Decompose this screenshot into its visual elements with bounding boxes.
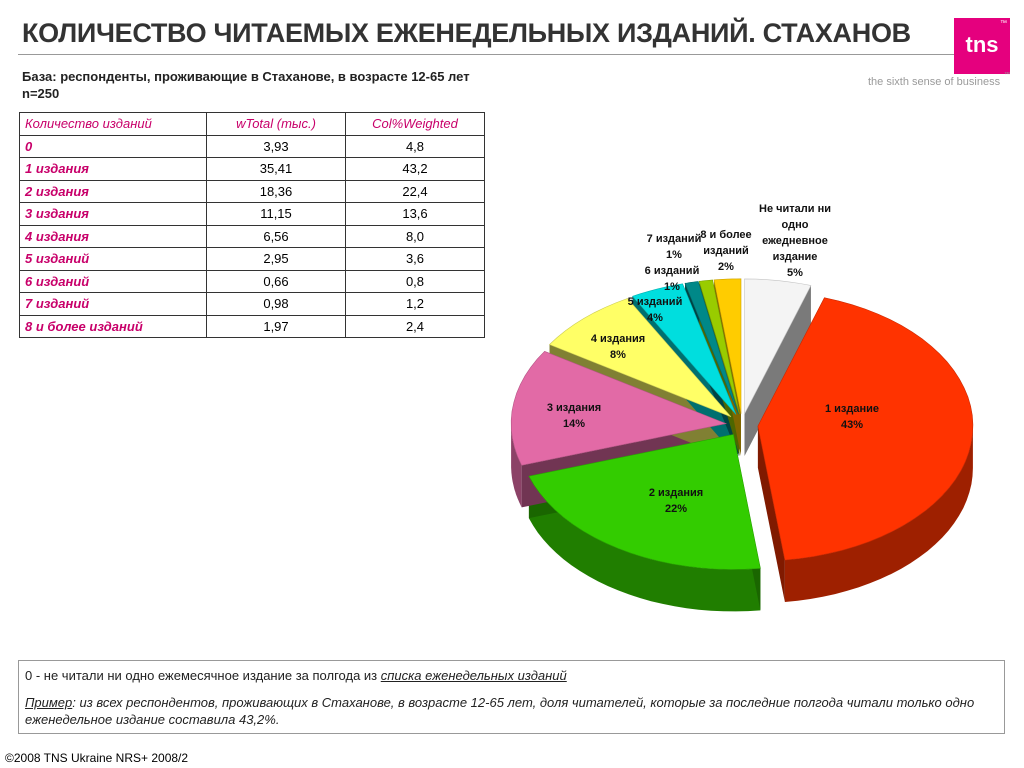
pie-slice	[744, 278, 812, 415]
base-description: База: респонденты, проживающие в Стахано…	[22, 68, 470, 102]
pie-slice-side	[528, 476, 761, 612]
pie-slice-edge	[744, 285, 811, 456]
table-cell: 0	[19, 134, 207, 158]
table-cell: 6 изданий	[19, 269, 207, 293]
pie-slice-label: 6 изданий 1%	[645, 265, 700, 293]
table-row: 0 3,93 4,8	[19, 134, 485, 158]
pie-slice	[548, 298, 732, 418]
table-cell: 1,97	[206, 314, 346, 338]
table-cell: 13,6	[345, 202, 485, 226]
table-row: 7 изданий 0,98 1,2	[19, 292, 485, 316]
table-header: Количество изданий wTotal (тыс.) Col%Weigh…	[19, 112, 485, 136]
table-cell: 8 и более изданий	[19, 314, 207, 338]
pie-slice	[713, 278, 742, 414]
pie-slice	[510, 350, 728, 466]
example-label: Пример	[25, 695, 73, 710]
table-cell: 22,4	[345, 179, 485, 203]
table-row: 6 изданий 0,66 0,8	[19, 269, 485, 293]
note-zero-definition: 0 - не читали ни одно ежемесячное издани…	[25, 668, 567, 683]
table-row: 8 и более изданий 1,97 2,4	[19, 314, 485, 338]
pie-slice	[757, 297, 974, 561]
pie-slice	[698, 279, 740, 414]
example-text: : из всех респондентов, проживающих в Ст…	[25, 695, 975, 727]
note-example: Пример: из всех респондентов, проживающи…	[25, 694, 990, 728]
pie-slice-label: 7 изданий 1%	[647, 233, 702, 261]
table-cell: 4,8	[345, 134, 485, 158]
table-cell: 1 издания	[19, 157, 207, 181]
table-cell: 4 издания	[19, 224, 207, 248]
header-cell: wTotal (тыс.)	[206, 112, 346, 136]
table-cell: 2,95	[206, 247, 346, 271]
tns-logo: tns ™	[954, 18, 1010, 74]
pie-slice-label: 5 изданий 4%	[628, 296, 683, 324]
table-cell: 0,8	[345, 269, 485, 293]
logo-text: tns	[965, 32, 999, 57]
table-cell: 0,66	[206, 269, 346, 293]
header-cell: Col%Weighted	[345, 112, 485, 136]
weekly-list-link[interactable]: списка еженедельных изданий	[380, 668, 567, 683]
pie-chart: Не читали ни одно ежедневное издание 5% 1 изд…	[510, 203, 974, 612]
title-divider	[18, 54, 1003, 55]
pie-slice-side	[784, 426, 973, 602]
pie-slice-label: 3 издания 14%	[547, 402, 601, 430]
pie-slice-edge	[757, 426, 785, 602]
table-cell: 8,0	[345, 224, 485, 248]
sample-size: n=250	[22, 86, 60, 101]
pie-slice-label: 2 издания 22%	[649, 487, 703, 515]
header-cell: Количество изданий	[19, 112, 207, 136]
table-cell: 35,41	[206, 157, 346, 181]
table-row: 2 издания 18,36 22,4	[19, 179, 485, 203]
data-table: Количество изданий wTotal (тыс.) Col%Weigh…	[19, 112, 485, 338]
table-cell: 43,2	[345, 157, 485, 181]
table-cell: 18,36	[206, 179, 346, 203]
footer-copyright: ©2008 TNS Ukraine NRS+ 2008/2	[5, 751, 189, 765]
table-cell: 11,15	[206, 202, 346, 226]
pie-slice	[631, 283, 737, 415]
notes-box: 0 - не читали ни одно ежемесячное издани…	[18, 660, 1005, 734]
table-row: 4 издания 6,56 8,0	[19, 224, 485, 248]
pie-slice-label: 8 и более изданий 2%	[700, 229, 751, 273]
pie-slice	[684, 281, 739, 415]
pie-slice-label: 4 издания 8%	[591, 333, 645, 361]
pie-slice-label: Не читали ни одно ежедневное издание 5%	[759, 203, 831, 279]
tagline-trademark: ™	[1004, 72, 1010, 78]
note-zero-text: 0 - не читали ни одно ежемесячное издани…	[25, 668, 381, 683]
table-row: 5 изданий 2,95 3,6	[19, 247, 485, 271]
page-title: КОЛИЧЕСТВО ЧИТАЕМЫХ ЕЖЕНЕДЕЛЬНЫХ ИЗДАНИЙ…	[22, 18, 911, 48]
table-cell: 2 издания	[19, 179, 207, 203]
table-cell: 3,6	[345, 247, 485, 271]
table-cell: 6,56	[206, 224, 346, 248]
logo-tagline: the sixth sense of business	[868, 76, 1001, 88]
table-cell: 0,98	[206, 292, 346, 316]
table-cell: 5 изданий	[19, 247, 207, 271]
pie-slice-label: 1 издание 43%	[825, 403, 879, 431]
table-row: 1 издания 35,41 43,2	[19, 157, 485, 181]
base-line: База: респонденты, проживающие в Стахано…	[22, 69, 470, 84]
table-cell: 3 издания	[19, 202, 207, 226]
table-cell: 3,93	[206, 134, 346, 158]
table-row: 3 издания 11,15 13,6	[19, 202, 485, 226]
table-cell: 1,2	[345, 292, 485, 316]
table-cell: 2,4	[345, 314, 485, 338]
table-cell: 7 изданий	[19, 292, 207, 316]
logo-trademark: ™	[1000, 20, 1007, 27]
pie-slice	[528, 434, 761, 570]
